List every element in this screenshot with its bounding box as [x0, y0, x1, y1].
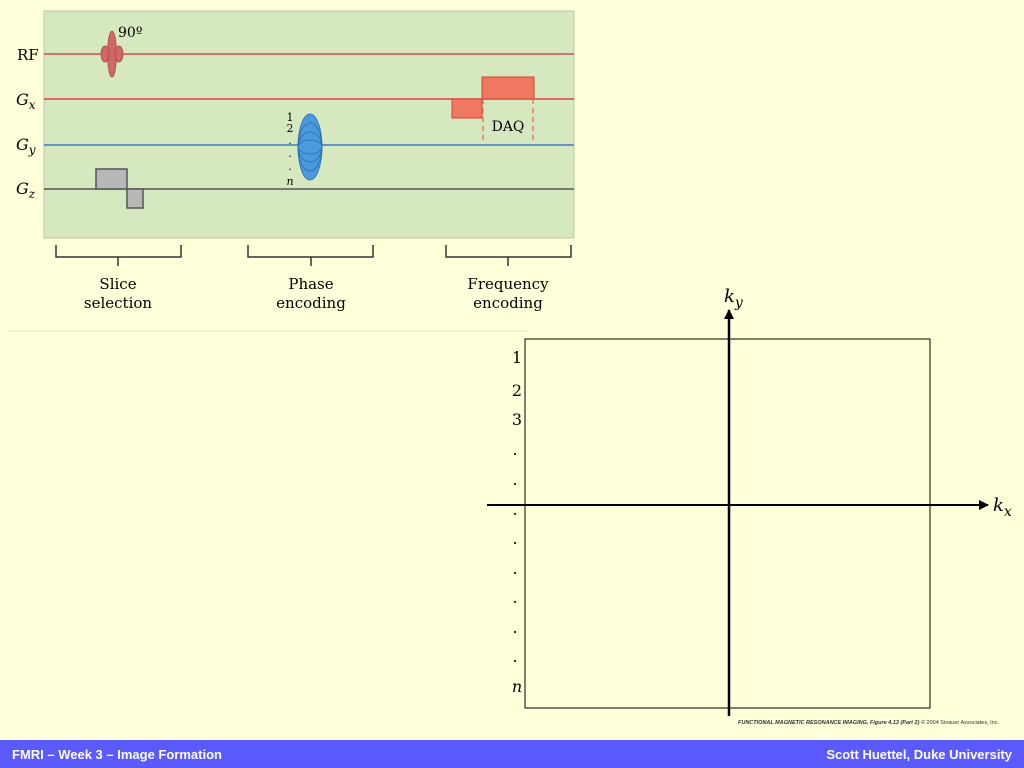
slice-selection-bracket	[55, 245, 182, 266]
gx-label: Gx	[16, 90, 36, 112]
row-label-dot: .	[512, 588, 517, 607]
kspace-row-labels: 1 2 3 . . . . . . . . n	[512, 348, 522, 696]
phase-encoding-bracket	[247, 245, 374, 266]
kspace-diagram: ky kx 1 2 3 . . . . . . . . n	[487, 286, 1012, 716]
rf-label: RF	[17, 46, 39, 64]
gz-slice-lobe	[95, 168, 128, 190]
credit-book: FUNCTIONAL MAGNETIC RESONANCE IMAGING,	[738, 720, 869, 726]
gz-rephase-lobe	[126, 188, 144, 209]
stage-phase-line1: Phase	[288, 275, 333, 293]
row-label-1: 1	[512, 348, 522, 367]
row-label-dot: .	[512, 529, 517, 548]
phase-step-labels: 1 2 . . . n	[286, 111, 293, 188]
row-label-dot: .	[512, 500, 517, 519]
daq-label: DAQ	[492, 119, 525, 135]
footer-author: Scott Huettel, Duke University	[826, 746, 1012, 762]
row-label-n: n	[512, 677, 522, 696]
credit-figure: Figure 4.13 (Part 2)	[868, 720, 921, 726]
rf-pulse-icon	[100, 30, 124, 78]
phase-step-1: 1	[287, 111, 294, 124]
ky-label: ky	[724, 286, 744, 311]
phase-encoding-lobes-icon	[297, 113, 323, 181]
row-label-dot: .	[512, 647, 517, 666]
row-label-dot: .	[512, 440, 517, 459]
stage-frequency-line1: Frequency	[467, 275, 549, 293]
row-label-3: 3	[512, 410, 522, 429]
stage-slice-line1: Slice	[99, 275, 136, 293]
kx-label: kx	[993, 495, 1012, 520]
phase-step-dot: .	[288, 147, 292, 160]
phase-step-dot: .	[288, 160, 292, 173]
gz-label: Gz	[16, 179, 36, 201]
stage-phase-line2: encoding	[276, 294, 346, 312]
figure-credit: FUNCTIONAL MAGNETIC RESONANCE IMAGING, F…	[738, 720, 999, 726]
footer-bar: FMRI – Week 3 – Image Formation Scott Hu…	[0, 740, 1024, 768]
phase-step-2: 2	[287, 122, 294, 135]
stage-frequency-line2: encoding	[473, 294, 543, 312]
footer-course-title: FMRI – Week 3 – Image Formation	[12, 746, 222, 762]
pulse-sequence-diagram: 90º DAQ 1 2 . . . n RF Gx	[16, 10, 575, 312]
phase-step-n: n	[286, 175, 293, 188]
frequency-encoding-bracket	[445, 245, 572, 266]
kspace-grid-box	[524, 338, 931, 709]
gx-readout-lobe	[481, 76, 535, 100]
gy-label: Gy	[16, 135, 36, 157]
row-label-dot: .	[512, 470, 517, 489]
stage-slice-line2: selection	[84, 294, 153, 312]
slide-figure: 90º DAQ 1 2 . . . n RF Gx	[8, 10, 1012, 716]
row-label-2: 2	[512, 381, 522, 400]
row-label-dot: .	[512, 559, 517, 578]
gx-dephase-lobe	[451, 98, 483, 119]
flip-angle-label: 90º	[118, 25, 142, 41]
row-label-dot: .	[512, 618, 517, 637]
phase-step-dot: .	[288, 134, 292, 147]
credit-rights: © 2004 Sinauer Associates, Inc.	[920, 720, 999, 726]
